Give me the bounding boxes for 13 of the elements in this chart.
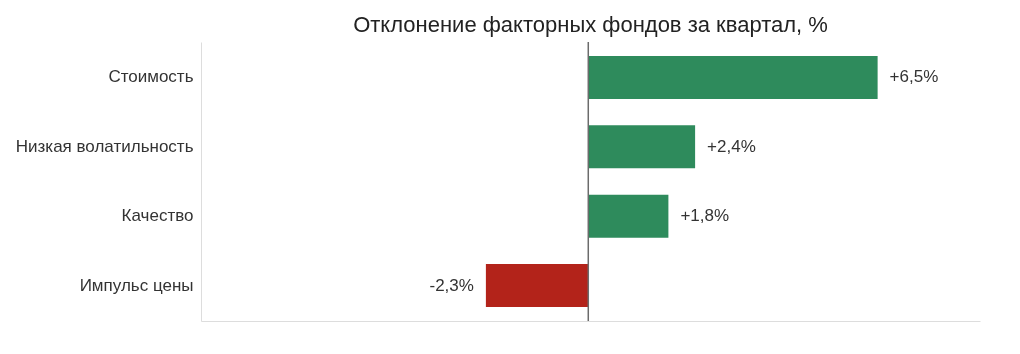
data-label: +1,8%: [680, 206, 730, 226]
y-tick-label: Качество: [121, 206, 194, 226]
bar: [588, 125, 696, 169]
y-tick-label: Стоимость: [108, 67, 194, 87]
bar: [588, 55, 878, 99]
chart-title: Отклонение факторных фондов за квартал, %: [353, 12, 828, 38]
bar: [485, 264, 589, 308]
data-label: -2,3%: [429, 275, 474, 295]
data-label: +6,5%: [889, 67, 939, 87]
bar: [588, 194, 669, 238]
y-tick-label: Низкая волатильность: [15, 136, 194, 156]
y-tick-label: Импульс цены: [79, 275, 194, 295]
data-label: +2,4%: [707, 136, 756, 156]
